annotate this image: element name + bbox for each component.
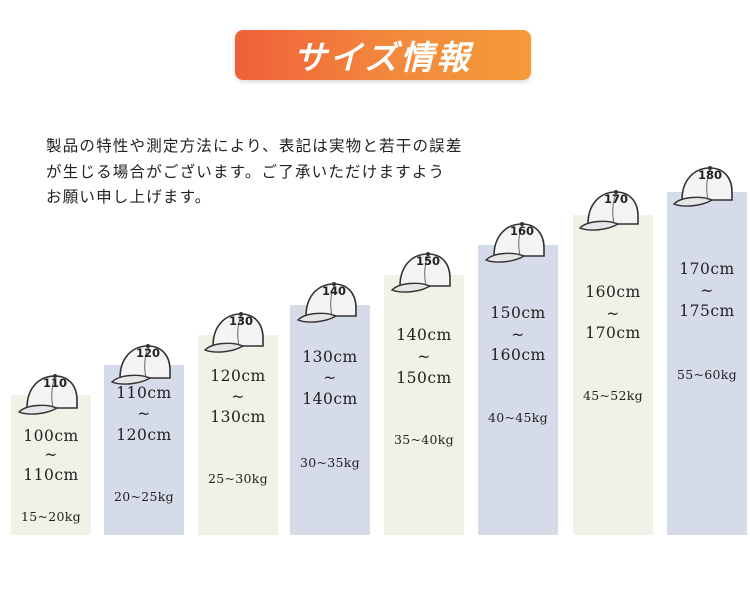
- height-to: 110cm: [23, 466, 79, 484]
- note-line: が生じる場合がございます。ご了承いただけますよう: [46, 162, 446, 181]
- weight-range: 15~20kg: [21, 509, 81, 524]
- size-column-140: 130cm ~ 140cm 30~35kg: [290, 305, 370, 535]
- weight-range: 35~40kg: [394, 432, 454, 447]
- height-from: 140cm: [396, 326, 452, 344]
- height-from: 120cm: [210, 367, 266, 385]
- size-label: 150: [415, 254, 440, 268]
- note-line: 製品の特性や測定方法により、表記は実物と若干の誤差: [46, 137, 463, 155]
- size-column-110: 100cm ~ 110cm 15~20kg: [11, 395, 91, 535]
- weight-range: 20~25kg: [114, 489, 174, 504]
- tilde: ~: [44, 446, 58, 464]
- height-from: 170cm: [679, 260, 735, 278]
- height-from: 110cm: [116, 384, 172, 402]
- size-label: 130: [228, 314, 253, 328]
- weight-range: 40~45kg: [488, 410, 548, 425]
- cap-icon: 150: [390, 248, 460, 300]
- tilde: ~: [700, 282, 714, 300]
- size-label: 180: [697, 168, 722, 182]
- tilde: ~: [137, 405, 151, 423]
- height-to: 170cm: [585, 324, 641, 342]
- size-column-150: 140cm ~ 150cm 35~40kg: [384, 275, 464, 535]
- height-from: 130cm: [302, 348, 358, 366]
- note-line: お願い申し上げます。: [46, 188, 212, 206]
- size-label: 120: [135, 346, 160, 360]
- tilde: ~: [511, 326, 525, 344]
- height-to: 175cm: [679, 302, 735, 320]
- height-to: 160cm: [490, 346, 546, 364]
- size-label: 110: [42, 376, 67, 390]
- height-to: 140cm: [302, 390, 358, 408]
- page-title: サイズ情報: [293, 38, 473, 77]
- size-label: 160: [509, 224, 534, 238]
- size-label: 170: [603, 192, 628, 206]
- height-from: 160cm: [585, 283, 641, 301]
- title-badge: サイズ情報: [235, 30, 531, 80]
- weight-range: 55~60kg: [677, 367, 737, 382]
- cap-icon: 140: [296, 278, 366, 330]
- size-column-170: 160cm ~ 170cm 45~52kg: [573, 215, 653, 535]
- weight-range: 25~30kg: [208, 471, 268, 486]
- size-column-160: 150cm ~ 160cm 40~45kg: [478, 245, 558, 535]
- disclaimer-note: 製品の特性や測定方法により、表記は実物と若干の誤差 が生じる場合がございます。ご…: [46, 134, 606, 211]
- size-column-120: 110cm ~ 120cm 20~25kg: [104, 365, 184, 535]
- height-to: 120cm: [116, 426, 172, 444]
- cap-icon: 130: [203, 308, 273, 360]
- tilde: ~: [231, 388, 245, 406]
- height-from: 100cm: [23, 427, 79, 445]
- tilde: ~: [417, 348, 431, 366]
- height-from: 150cm: [490, 304, 546, 322]
- cap-icon: 180: [672, 162, 742, 214]
- tilde: ~: [606, 305, 620, 323]
- cap-icon: 110: [17, 370, 87, 422]
- weight-range: 30~35kg: [300, 455, 360, 470]
- cap-icon: 160: [484, 218, 554, 270]
- cap-icon: 170: [578, 186, 648, 238]
- height-to: 150cm: [396, 369, 452, 387]
- size-label: 140: [321, 284, 346, 298]
- weight-range: 45~52kg: [583, 388, 643, 403]
- cap-icon: 120: [110, 340, 180, 392]
- size-column-130: 120cm ~ 130cm 25~30kg: [198, 335, 278, 535]
- size-column-180: 170cm ~ 175cm 55~60kg: [667, 192, 747, 535]
- height-to: 130cm: [210, 408, 266, 426]
- tilde: ~: [323, 369, 337, 387]
